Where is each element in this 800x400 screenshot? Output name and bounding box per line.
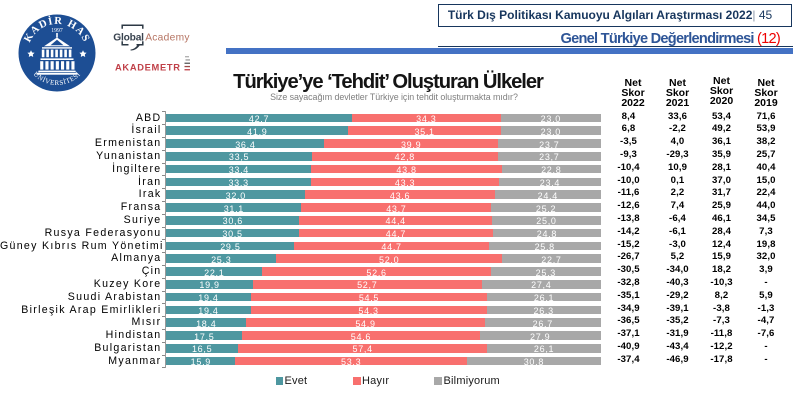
- svg-text:1997: 1997: [51, 28, 63, 34]
- svg-text:Global: Global: [113, 32, 144, 43]
- svg-text:Academy: Academy: [145, 32, 190, 43]
- svg-text:AKADEMETR: AKADEMETR: [115, 62, 181, 72]
